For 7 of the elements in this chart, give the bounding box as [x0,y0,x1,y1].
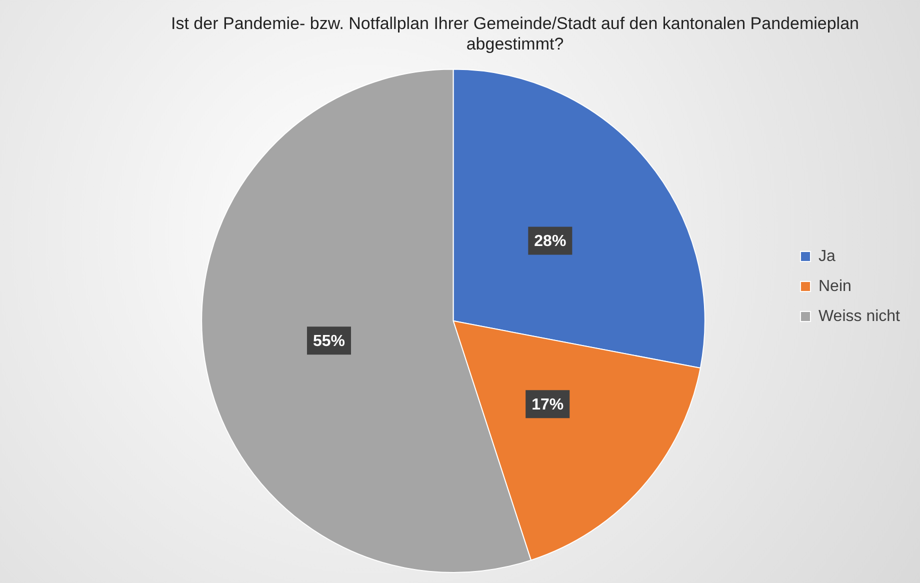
chart-title: Ist der Pandemie- bzw. Notfallplan Ihrer Gemeinde/Stadt auf den kantonalen Pandemieplan abgestimmt? [171,14,859,54]
data-label: 17% [532,396,564,414]
data-label: 55% [312,332,346,350]
legend-label: Nein [818,278,852,295]
data-label: 28% [534,233,566,250]
legend-label: Ja [818,248,836,265]
legend-label: Weiss nicht [818,308,901,325]
